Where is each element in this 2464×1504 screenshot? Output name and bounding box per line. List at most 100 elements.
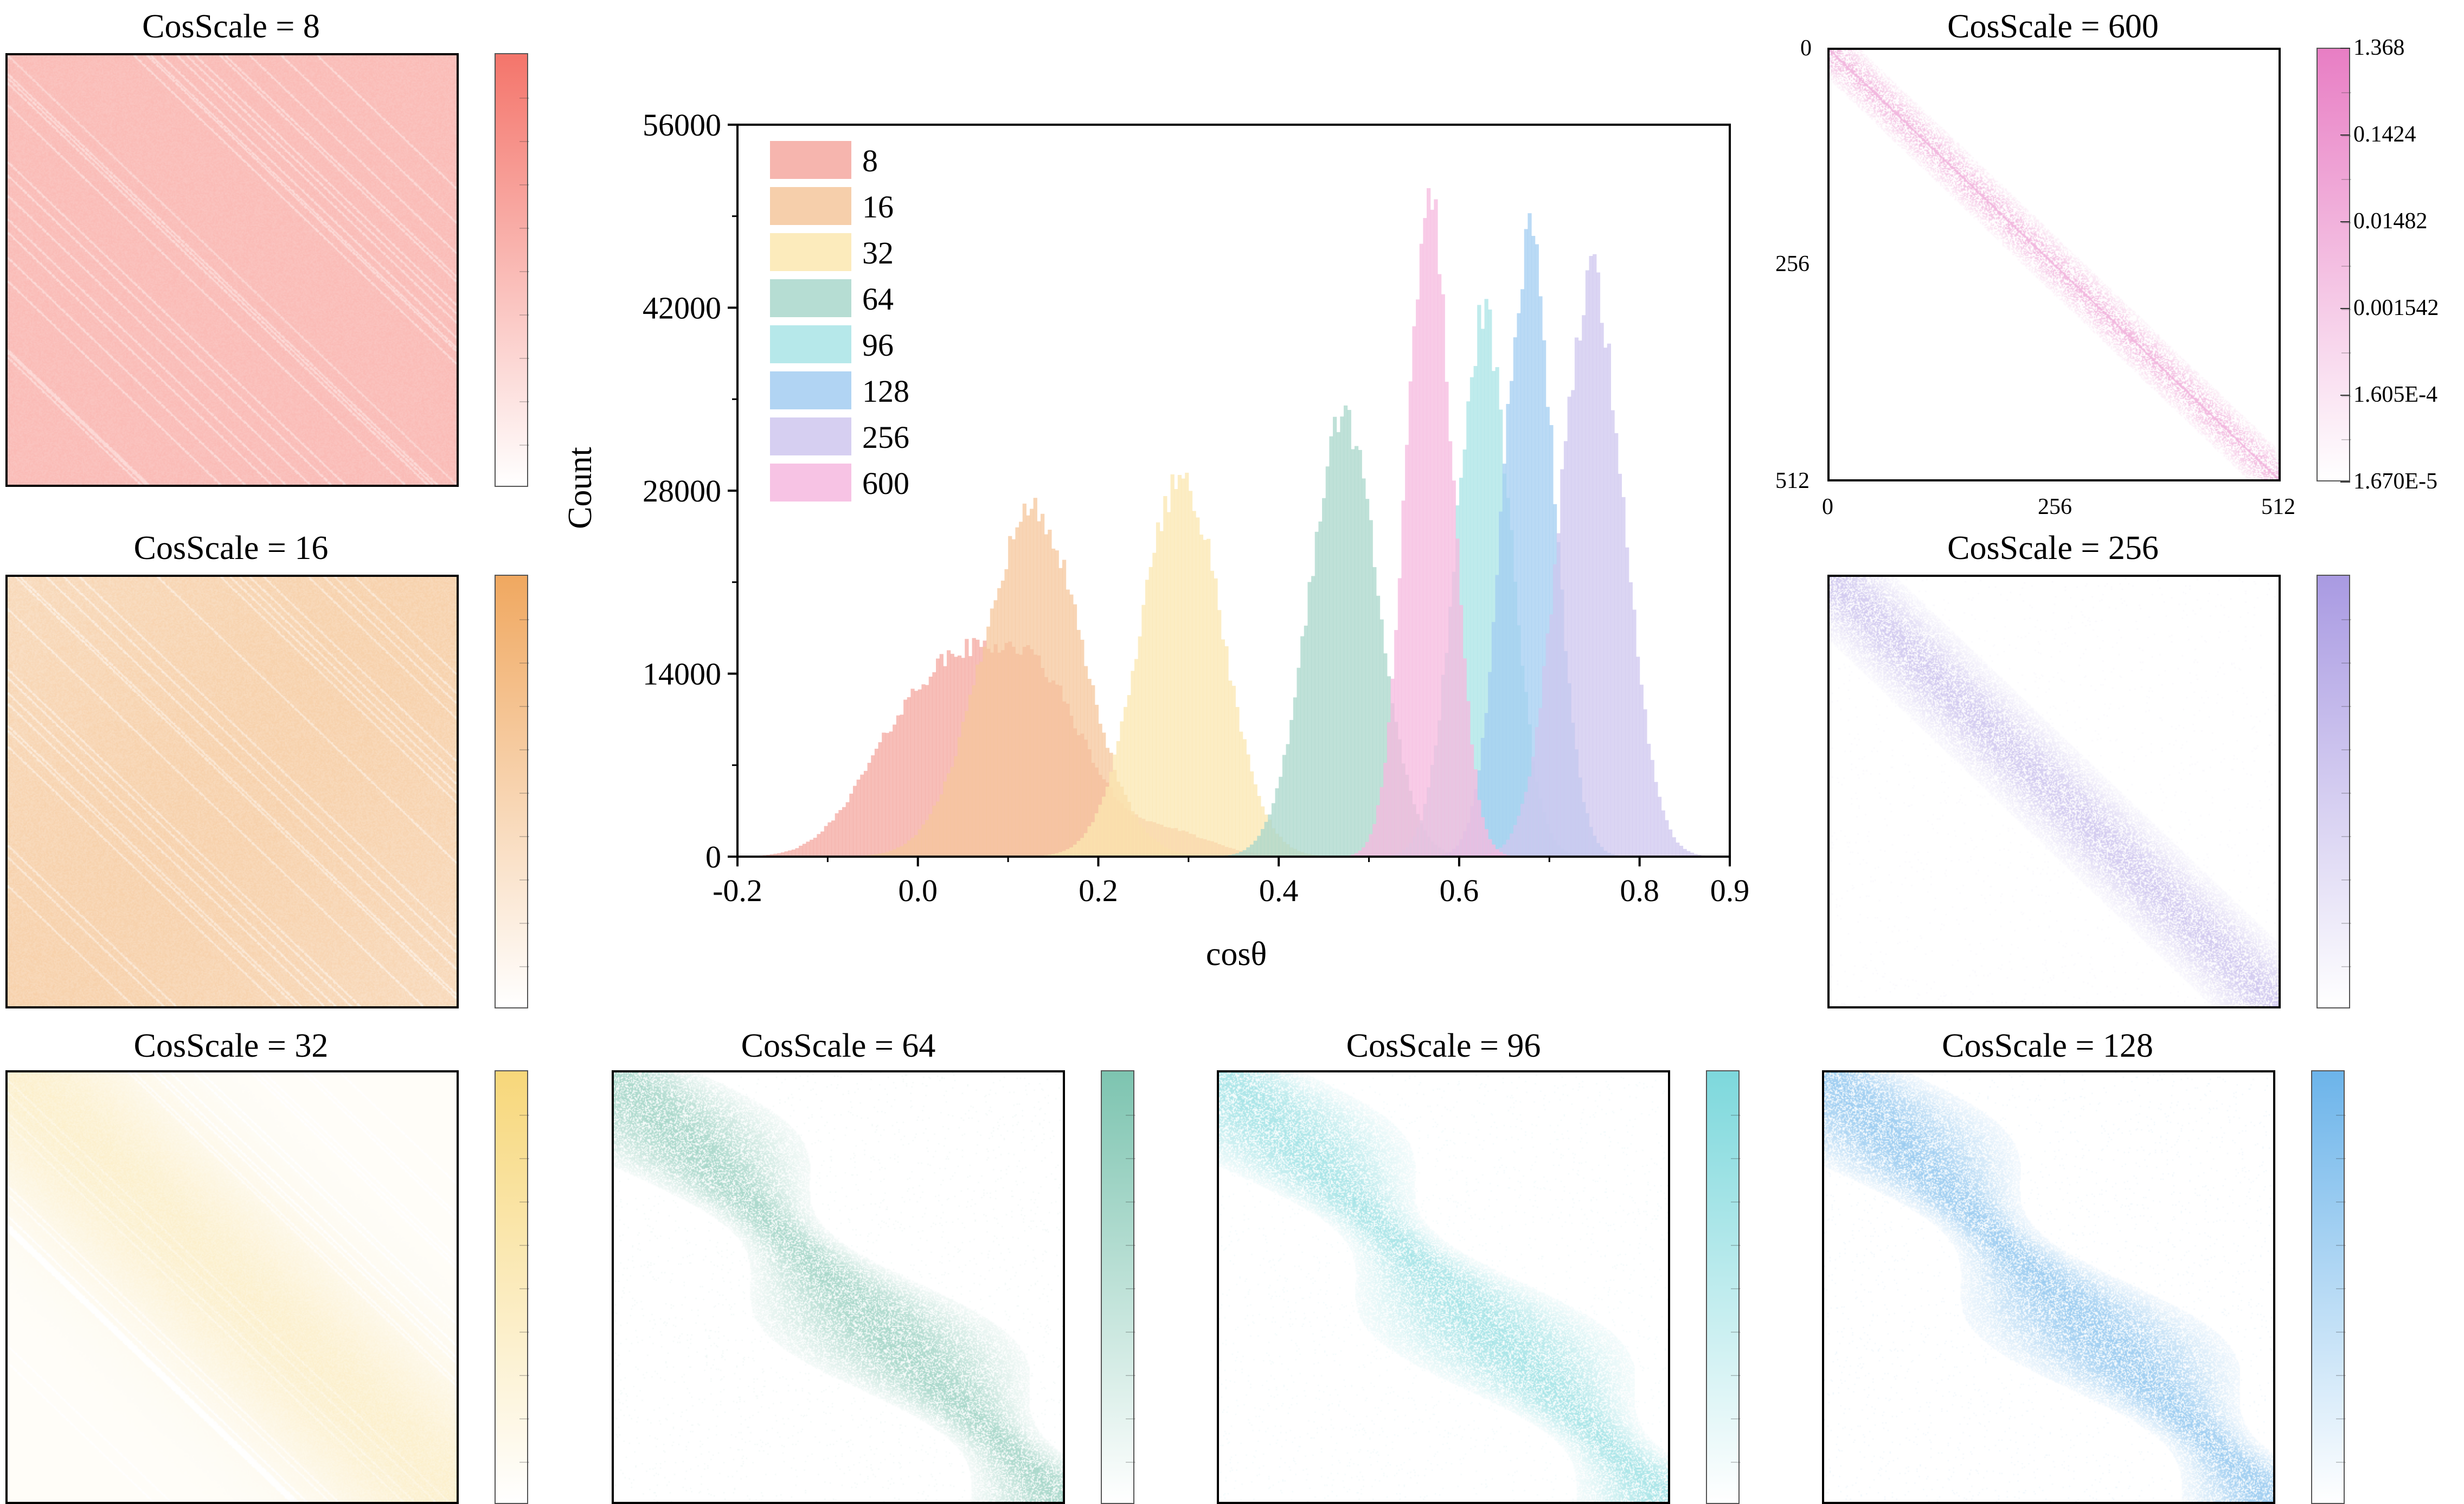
legend-label-600: 600 [862, 466, 909, 501]
colorbar-minor-tick [519, 184, 529, 185]
histogram-bar [1235, 707, 1239, 857]
histogram-bar [1434, 200, 1438, 857]
histogram-bar [1607, 344, 1611, 857]
legend-label-64: 64 [862, 281, 894, 317]
colorbar-600-label: 0.1424 [2353, 123, 2416, 146]
colorbar-minor-tick [2341, 266, 2351, 267]
histogram-bar [1333, 417, 1337, 857]
histogram-bar [965, 711, 968, 857]
colorbar-minor-tick [1731, 1245, 1741, 1246]
colorbar-600-tick [2340, 395, 2350, 396]
histogram-bar [1228, 680, 1232, 857]
histogram-bar [849, 794, 853, 857]
histogram-bar [1596, 273, 1600, 857]
histogram-bar [1322, 498, 1326, 857]
histogram-bar [940, 794, 944, 857]
histogram-bar [1535, 727, 1539, 857]
histogram-bar [1304, 626, 1308, 857]
histogram-bar [1661, 811, 1665, 857]
histogram-bar [1683, 849, 1686, 857]
histogram-bar [997, 588, 1001, 857]
colorbar-minor-tick [519, 1462, 529, 1463]
heatmap-title-16: CosScale = 16 [134, 531, 329, 565]
histogram-bar [1001, 581, 1005, 857]
histogram-bar [1412, 326, 1416, 857]
histogram-bar [1654, 782, 1658, 857]
histogram-bar [1603, 348, 1607, 857]
histogram-bar [1286, 744, 1289, 857]
heatmap-title-256: CosScale = 256 [1947, 531, 2159, 565]
histogram-bar [1455, 538, 1459, 857]
histogram-bar [1401, 500, 1405, 857]
histogram-chart: -0.2 0.0 0.2 0.4 0.6 0.8 0.9014000280004200056… [542, 98, 1789, 998]
histogram-bar [1553, 564, 1557, 857]
histogram-bar [1528, 776, 1531, 857]
histogram-bar [1062, 560, 1066, 857]
histogram-bar [972, 685, 976, 857]
colorbar-minor-tick [2341, 352, 2351, 353]
histogram-bar [1239, 731, 1243, 857]
colorbar-minor-tick [519, 1201, 529, 1203]
colorbar-minor-tick [2341, 793, 2351, 794]
colorbar-minor-tick [519, 663, 529, 664]
colorbar-minor-tick [519, 1245, 529, 1246]
histogram-bar [886, 733, 889, 857]
histogram-bar [1557, 534, 1561, 857]
histogram-bar [914, 691, 918, 857]
histogram-bar [1012, 539, 1016, 857]
colorbar-minor-tick [1126, 1462, 1135, 1463]
histogram-bar [1517, 313, 1520, 857]
y-tick-label: 28000 [643, 473, 721, 509]
histogram-bar [864, 771, 868, 857]
histogram-bar [1513, 337, 1517, 857]
heatmap-256 [1827, 575, 2281, 1008]
colorbar-minor-tick [1126, 1158, 1135, 1159]
histogram-bar [1632, 609, 1636, 857]
colorbar-minor-tick [1126, 1375, 1135, 1376]
histogram-bar [1600, 323, 1603, 857]
histogram-bar [1520, 289, 1524, 857]
colorbar-minor-tick [2341, 879, 2351, 880]
colorbar-600-label: 0.001542 [2353, 297, 2439, 319]
y-tick-label: 14000 [643, 657, 721, 692]
histogram-bar [1610, 410, 1614, 857]
histogram-bar [893, 724, 896, 857]
histogram-bar [1077, 630, 1081, 857]
histogram-bar [958, 737, 961, 857]
histogram-bar [799, 846, 803, 857]
hm600-xtick-0: 0 [1822, 496, 1833, 518]
histogram-bar [1474, 769, 1478, 857]
colorbar-minor-tick [2336, 1288, 2346, 1289]
colorbar-minor-tick [519, 358, 529, 359]
histogram-bar [1484, 829, 1488, 857]
histogram-bar [1640, 685, 1644, 857]
histogram-bar [910, 689, 914, 857]
histogram-bar [1221, 639, 1225, 857]
histogram-bar [1618, 474, 1622, 857]
histogram-bar [1243, 739, 1247, 857]
colorbar-600-tick [2340, 134, 2350, 136]
histogram-bar [1196, 517, 1199, 857]
histogram-bar [990, 608, 994, 857]
colorbar-minor-tick [1126, 1418, 1135, 1419]
histogram-bar [1250, 772, 1254, 857]
histogram-bar [896, 716, 900, 857]
colorbar-minor-tick [2341, 923, 2351, 924]
histogram-bar [1087, 826, 1091, 857]
histogram-bar [896, 847, 900, 857]
histogram-bar [1091, 822, 1095, 857]
histogram-bar [1340, 416, 1344, 857]
colorbar-minor-tick [1126, 1115, 1135, 1116]
histogram-bar [1178, 475, 1182, 857]
colorbar-8 [495, 53, 528, 487]
histogram-bar [1311, 576, 1315, 857]
colorbar-minor-tick [1731, 1288, 1741, 1289]
colorbar-minor-tick [2336, 1418, 2346, 1419]
histogram-bar [820, 832, 824, 857]
histogram-legend: 816326496128256600 [770, 141, 909, 502]
histogram-bar [806, 841, 810, 857]
colorbar-600-tick [2340, 221, 2350, 222]
histogram-bar [983, 647, 987, 857]
histogram-bar [1643, 709, 1647, 857]
histogram-bar [1571, 390, 1575, 857]
